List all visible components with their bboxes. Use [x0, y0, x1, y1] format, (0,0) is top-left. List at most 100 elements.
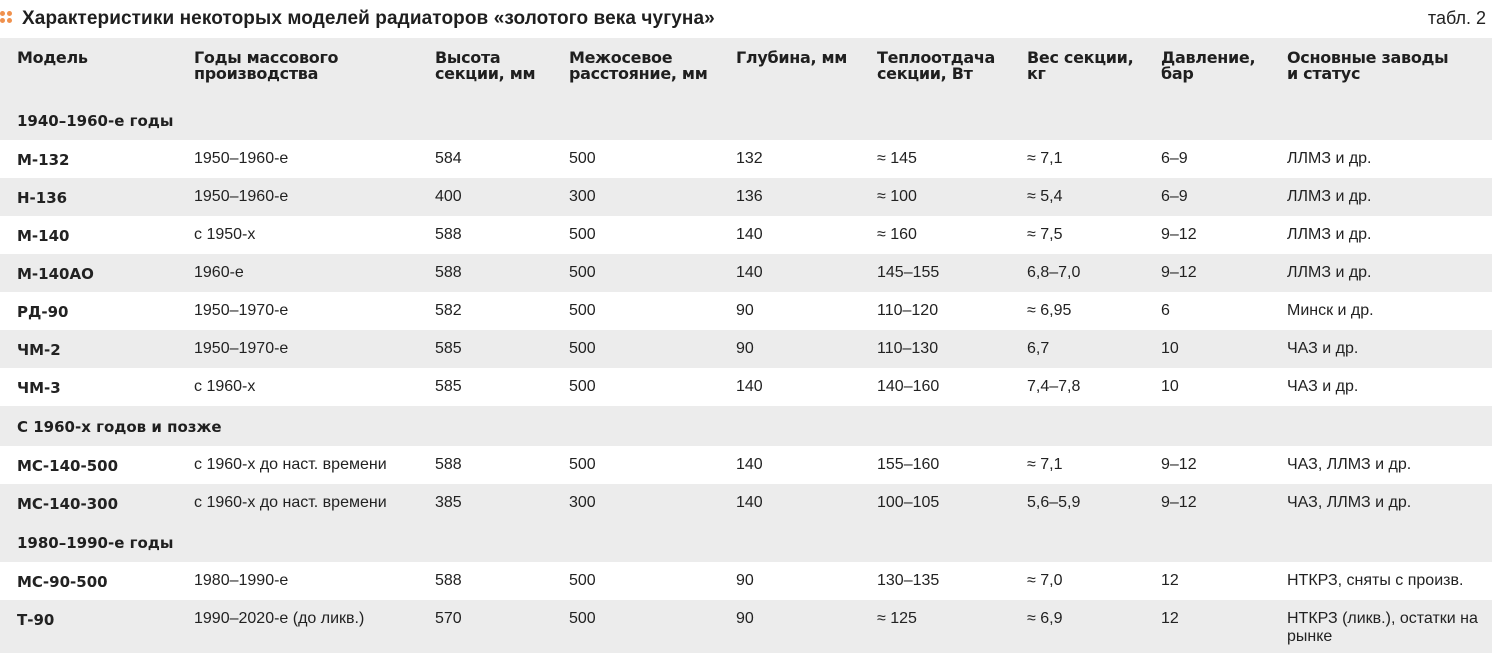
cell-weight: 6,7: [1027, 340, 1050, 357]
cell-years: с 1950-х: [194, 226, 256, 243]
cell-axis-distance: 500: [569, 456, 596, 473]
cell-model: МС-140-300: [17, 495, 119, 513]
cell-weight: ≈ 7,1: [1027, 150, 1063, 167]
cell-depth: 140: [736, 378, 763, 395]
column-header-line: Вес секции,: [1027, 48, 1134, 67]
cell-factories: Минск и др.: [1287, 302, 1374, 319]
cell-heat-output: ≈ 100: [877, 188, 917, 205]
column-header-heat-output: Теплоотдача секции, Вт: [859, 38, 1009, 100]
cell-heat-output: ≈ 160: [877, 226, 917, 243]
cell-weight: ≈ 5,4: [1027, 188, 1063, 205]
cell-model: ЧМ-3: [17, 379, 61, 397]
cell-axis-distance: 500: [569, 264, 596, 281]
cell-heat-output: ≈ 145: [877, 150, 917, 167]
cell-model: Т-90: [17, 611, 55, 629]
column-header-line: Давление,: [1161, 48, 1256, 67]
cell-heat-output: 110–130: [877, 340, 939, 357]
cell-pressure: 12: [1161, 610, 1179, 627]
cell-factories: ЛЛМЗ и др.: [1287, 188, 1372, 205]
cell-years: 1950–1960-е: [194, 188, 289, 205]
table-row: МС-90-500 1980–1990-е 588 500 90 130–135 ≈ 7,0…: [0, 562, 1492, 600]
cell-height: 582: [435, 302, 462, 319]
cell-heat-output: 155–160: [877, 456, 940, 473]
table-header: Модель Годы массового производства Высота се…: [0, 38, 1492, 100]
cell-height: 585: [435, 340, 462, 357]
cell-factories: ЛЛМЗ и др.: [1287, 264, 1372, 281]
column-header-line: секции, Вт: [877, 64, 973, 83]
column-header-line: кг: [1027, 64, 1046, 83]
cell-pressure: 9–12: [1161, 226, 1197, 243]
cell-weight: ≈ 7,1: [1027, 456, 1063, 473]
cell-height: 385: [435, 494, 462, 511]
column-header-height: Высота секции, мм: [417, 38, 551, 100]
column-header-weight: Вес секции, кг: [1009, 38, 1143, 100]
cell-factories: НТКРЗ (ликв.), остатки на рынке: [1287, 610, 1478, 645]
column-header-line: Теплоотдача: [877, 48, 995, 67]
cell-weight: ≈ 7,5: [1027, 226, 1063, 243]
cell-height: 588: [435, 264, 462, 281]
cell-pressure: 9–12: [1161, 264, 1197, 281]
cell-years: 1950–1970-е: [194, 340, 289, 357]
cell-heat-output: 110–120: [877, 302, 939, 319]
cell-years: с 1960-х до наст. времени: [194, 456, 387, 473]
cell-depth: 140: [736, 264, 763, 281]
table-row: Н-136 1950–1960-е 400 300 136 ≈ 100 ≈ 5,4 6–9 ЛЛ…: [0, 178, 1492, 216]
cell-years: 1960-е: [194, 264, 244, 281]
cell-axis-distance: 500: [569, 302, 596, 319]
column-header-line: расстояние, мм: [569, 64, 708, 83]
cell-model: М-132: [17, 151, 70, 169]
cell-factories: ЧАЗ и др.: [1287, 378, 1359, 395]
cell-axis-distance: 500: [569, 226, 596, 243]
table-body: 1940–1960-е годы М-132 1950–1960-е 584 500 13…: [0, 100, 1492, 653]
cell-weight: ≈ 6,9: [1027, 610, 1063, 627]
column-header-line: Высота: [435, 48, 501, 67]
cell-height: 588: [435, 226, 462, 243]
cell-years: с 1960-х: [194, 378, 256, 395]
cell-axis-distance: 500: [569, 378, 596, 395]
cell-pressure: 6–9: [1161, 150, 1188, 167]
cell-factories: НТКРЗ, сняты с произв.: [1287, 572, 1464, 589]
header-row: Модель Годы массового производства Высота се…: [0, 38, 1492, 100]
column-header-years: Годы массового производства: [176, 38, 417, 100]
column-header-line: секции, мм: [435, 64, 536, 83]
column-header-line: Модель: [17, 48, 88, 67]
cell-years: 1990–2020-е (до ликв.): [194, 610, 365, 627]
table-row: ЧМ-2 1950–1970-е 585 500 90 110–130 6,7 10 ЧАЗ и…: [0, 330, 1492, 368]
cell-pressure: 9–12: [1161, 494, 1197, 511]
column-header-line: Глубина, мм: [736, 48, 848, 67]
cell-factories: ЧАЗ и др.: [1287, 340, 1359, 357]
cell-heat-output: 130–135: [877, 572, 940, 589]
group-row: С 1960-х годов и позже: [0, 406, 1492, 446]
group-row: 1980–1990-е годы: [0, 522, 1492, 562]
radiator-table: Модель Годы массового производства Высота се…: [0, 38, 1492, 653]
cell-height: 588: [435, 572, 462, 589]
group-row: 1940–1960-е годы: [0, 100, 1492, 140]
cell-axis-distance: 300: [569, 188, 596, 205]
column-header-line: производства: [194, 64, 319, 83]
column-header-model: Модель: [0, 38, 176, 100]
cell-depth: 140: [736, 456, 763, 473]
column-header-line: Основные заводы: [1287, 48, 1449, 67]
table-row: М-140АО 1960-е 588 500 140 145–155 6,8–7,0 9–12…: [0, 254, 1492, 292]
cell-depth: 140: [736, 494, 763, 511]
table-row: МС-140-300 с 1960-х до наст. времени 385 30…: [0, 484, 1492, 522]
cell-height: 585: [435, 378, 462, 395]
column-header-factories: Основные заводы и статус: [1269, 38, 1492, 100]
cell-height: 584: [435, 150, 462, 167]
bullet-dots-icon: [0, 11, 14, 25]
cell-pressure: 10: [1161, 378, 1179, 395]
column-header-pressure: Давление, бар: [1143, 38, 1269, 100]
cell-factories: ЛЛМЗ и др.: [1287, 226, 1372, 243]
cell-pressure: 6–9: [1161, 188, 1188, 205]
cell-axis-distance: 300: [569, 494, 596, 511]
cell-pressure: 12: [1161, 572, 1179, 589]
cell-height: 400: [435, 188, 462, 205]
cell-model: ЧМ-2: [17, 341, 61, 359]
table-title: Характеристики некоторых моделей радиато…: [22, 8, 715, 29]
group-title: С 1960-х годов и позже: [17, 418, 222, 436]
cell-heat-output: 145–155: [877, 264, 940, 281]
column-header-line: Годы массового: [194, 48, 339, 67]
cell-depth: 90: [736, 340, 754, 357]
cell-depth: 90: [736, 302, 754, 319]
cell-model: М-140: [17, 227, 70, 245]
